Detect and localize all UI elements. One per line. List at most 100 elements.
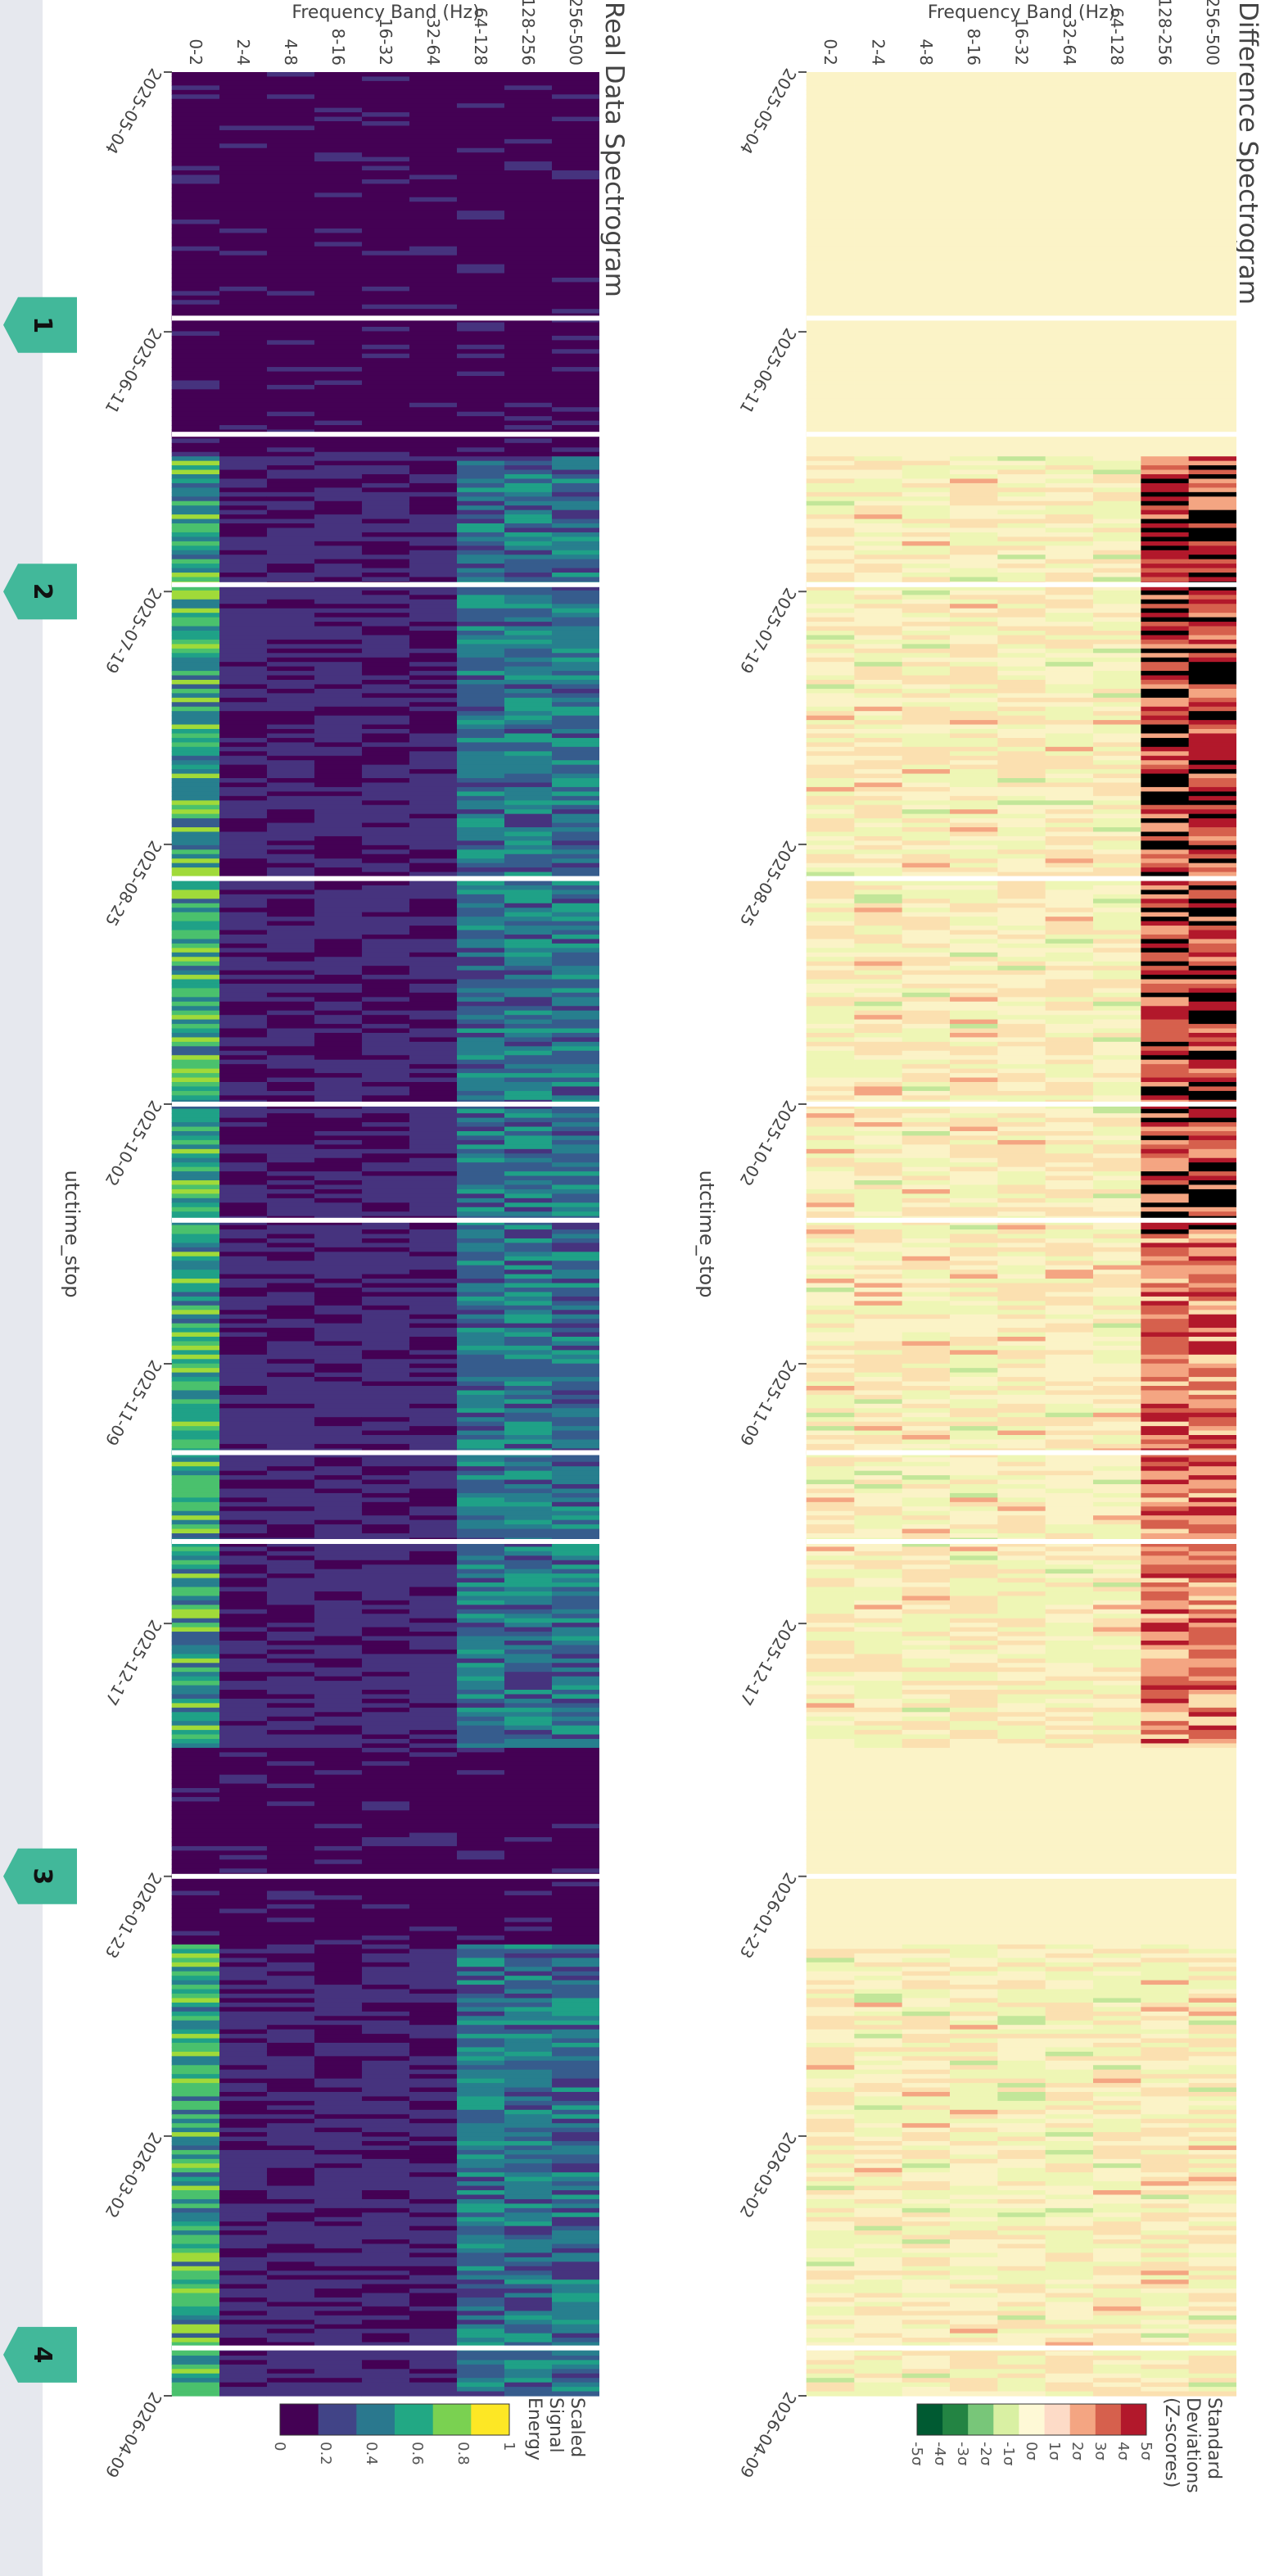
heatmap-cell — [409, 152, 457, 158]
heatmap-cell — [1141, 1113, 1189, 1119]
heatmap-cell — [314, 161, 362, 167]
heatmap-cell — [1092, 465, 1141, 471]
heatmap-cell — [1188, 1292, 1236, 1297]
heatmap-cell — [1045, 1506, 1093, 1512]
heatmap-cell — [1045, 1528, 1093, 1534]
heatmap-cell — [997, 362, 1046, 368]
heatmap-cell — [1092, 179, 1141, 185]
heatmap-cell — [902, 220, 950, 225]
heatmap-cell — [1188, 1524, 1236, 1530]
heatmap-cell — [949, 804, 998, 810]
heatmap-cell — [806, 822, 855, 828]
heatmap-cell — [1045, 2391, 1093, 2397]
heatmap-cell — [1188, 1207, 1236, 1212]
heatmap-cell — [997, 295, 1046, 301]
heatmap-cell — [806, 1126, 855, 1132]
heatmap-cell — [504, 152, 552, 158]
heatmap-cell — [1188, 684, 1236, 690]
heatmap-cell — [997, 1225, 1046, 1230]
heatmap-cell — [902, 1698, 950, 1704]
heatmap-cell — [1188, 1175, 1236, 1181]
heatmap-cell — [949, 2158, 998, 2164]
heatmap-cell — [902, 1175, 950, 1181]
heatmap-cell — [949, 1546, 998, 1552]
heatmap-cell — [1092, 1139, 1141, 1145]
heatmap-cell — [997, 1372, 1046, 1378]
heatmap-cell — [1045, 835, 1093, 842]
heatmap-cell — [1045, 1024, 1093, 1030]
heatmap-cell — [997, 1931, 1046, 1936]
heatmap-cell — [1045, 608, 1093, 613]
heatmap-cell — [1045, 1399, 1093, 1405]
heatmap-cell — [1141, 908, 1189, 913]
heatmap-cell — [551, 192, 599, 198]
heatmap-cell — [854, 1868, 902, 1874]
heatmap-cell — [1141, 706, 1189, 712]
heatmap-cell — [949, 666, 998, 672]
heatmap-cell — [1092, 2198, 1141, 2205]
heatmap-cell — [1141, 380, 1189, 386]
colorbar-tick: -3σ — [954, 2442, 971, 2465]
heatmap-cell — [1092, 269, 1141, 274]
heatmap-cell — [1045, 1381, 1093, 1387]
heatmap-cell — [854, 1028, 902, 1034]
heatmap-cell — [1188, 1922, 1236, 1927]
heatmap-cell — [854, 550, 902, 555]
heatmap-cell — [1092, 1501, 1141, 1507]
heatmap-cell — [1188, 1993, 1236, 1999]
heatmap-cell — [1045, 1774, 1093, 1780]
xtick-label: 2025-06-11 — [736, 325, 801, 418]
heatmap-cell — [1188, 917, 1236, 922]
heatmap-cell — [1141, 1466, 1189, 1472]
heatmap-cell — [854, 586, 902, 591]
heatmap-cell — [949, 1958, 998, 1963]
heatmap-cell — [854, 1551, 902, 1556]
heatmap-cell — [854, 769, 902, 775]
heatmap-cell — [1092, 755, 1141, 761]
heatmap-cell — [1092, 800, 1141, 806]
heatmap-cell — [854, 2351, 902, 2356]
heatmap-cell — [1141, 881, 1189, 886]
heatmap-cell — [1141, 2203, 1189, 2209]
heatmap-cell — [902, 885, 950, 891]
heatmap-cell — [949, 2016, 998, 2021]
heatmap-cell — [1045, 1519, 1093, 1525]
heatmap-cell — [1141, 2127, 1189, 2133]
heatmap-cell — [997, 871, 1046, 877]
heatmap-cell — [1188, 269, 1236, 274]
heatmap-cell — [806, 2293, 855, 2298]
heatmap-cell — [854, 564, 902, 569]
heatmap-cell — [806, 2114, 855, 2120]
heatmap-cell — [1141, 2042, 1189, 2049]
heatmap-cell — [1092, 2132, 1141, 2138]
heatmap-cell — [1092, 1055, 1141, 1061]
heatmap-cell — [806, 152, 855, 158]
heatmap-cell — [854, 1739, 902, 1745]
heatmap-cell — [1045, 1756, 1093, 1762]
heatmap-cell — [1141, 1019, 1189, 1025]
heatmap-cell — [854, 2034, 902, 2040]
heatmap-cell — [1092, 500, 1141, 506]
heatmap-cell — [854, 1801, 902, 1807]
heatmap-cell — [1092, 1506, 1141, 1512]
heatmap-cell — [1141, 764, 1189, 770]
heatmap-cell — [1188, 188, 1236, 193]
heatmap-cell — [1188, 1551, 1236, 1556]
heatmap-cell — [1045, 871, 1093, 877]
heatmap-cell — [902, 648, 950, 654]
heatmap-cell — [902, 2083, 950, 2089]
heatmap-cell — [1141, 1006, 1189, 1012]
heatmap-cell — [949, 782, 998, 788]
heatmap-cell — [854, 2387, 902, 2393]
heatmap-cell — [171, 112, 219, 118]
heatmap-cell — [1141, 1721, 1189, 1727]
heatmap-cell — [1045, 926, 1093, 931]
heatmap-cell — [854, 1117, 902, 1123]
heatmap-cell — [949, 2002, 998, 2008]
heatmap-cell — [1188, 2092, 1236, 2098]
heatmap-cell — [949, 1261, 998, 1266]
heatmap-cell — [854, 1676, 902, 1682]
heatmap-cell — [997, 813, 1046, 819]
heatmap-cell — [806, 1814, 855, 1820]
heatmap-cell — [1141, 795, 1189, 801]
